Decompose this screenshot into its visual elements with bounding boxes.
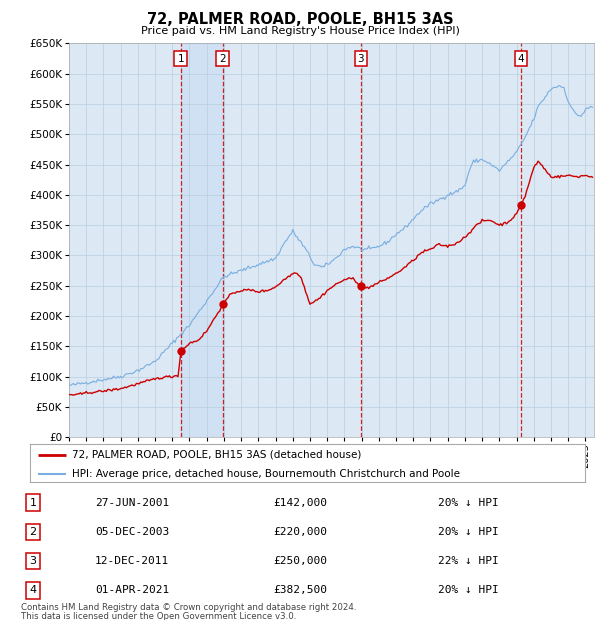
Text: This data is licensed under the Open Government Licence v3.0.: This data is licensed under the Open Gov…: [21, 612, 296, 620]
Text: £220,000: £220,000: [273, 527, 327, 537]
Text: 20% ↓ HPI: 20% ↓ HPI: [438, 585, 499, 595]
Text: 3: 3: [29, 556, 37, 566]
Text: 05-DEC-2003: 05-DEC-2003: [95, 527, 169, 537]
Text: 4: 4: [518, 53, 524, 63]
Text: £250,000: £250,000: [273, 556, 327, 566]
Text: 72, PALMER ROAD, POOLE, BH15 3AS: 72, PALMER ROAD, POOLE, BH15 3AS: [146, 12, 454, 27]
Text: 1: 1: [29, 498, 37, 508]
Text: £142,000: £142,000: [273, 498, 327, 508]
Text: HPI: Average price, detached house, Bournemouth Christchurch and Poole: HPI: Average price, detached house, Bour…: [71, 469, 460, 479]
Text: Price paid vs. HM Land Registry's House Price Index (HPI): Price paid vs. HM Land Registry's House …: [140, 26, 460, 36]
Text: 27-JUN-2001: 27-JUN-2001: [95, 498, 169, 508]
Text: £382,500: £382,500: [273, 585, 327, 595]
Text: 12-DEC-2011: 12-DEC-2011: [95, 556, 169, 566]
Text: 20% ↓ HPI: 20% ↓ HPI: [438, 527, 499, 537]
Text: 22% ↓ HPI: 22% ↓ HPI: [438, 556, 499, 566]
Text: 4: 4: [29, 585, 37, 595]
Text: 1: 1: [178, 53, 184, 63]
Text: 72, PALMER ROAD, POOLE, BH15 3AS (detached house): 72, PALMER ROAD, POOLE, BH15 3AS (detach…: [71, 450, 361, 459]
Text: 2: 2: [29, 527, 37, 537]
Text: Contains HM Land Registry data © Crown copyright and database right 2024.: Contains HM Land Registry data © Crown c…: [21, 603, 356, 613]
Text: 20% ↓ HPI: 20% ↓ HPI: [438, 498, 499, 508]
Text: 2: 2: [219, 53, 226, 63]
Text: 01-APR-2021: 01-APR-2021: [95, 585, 169, 595]
Text: 3: 3: [358, 53, 364, 63]
Bar: [181, 43, 223, 437]
